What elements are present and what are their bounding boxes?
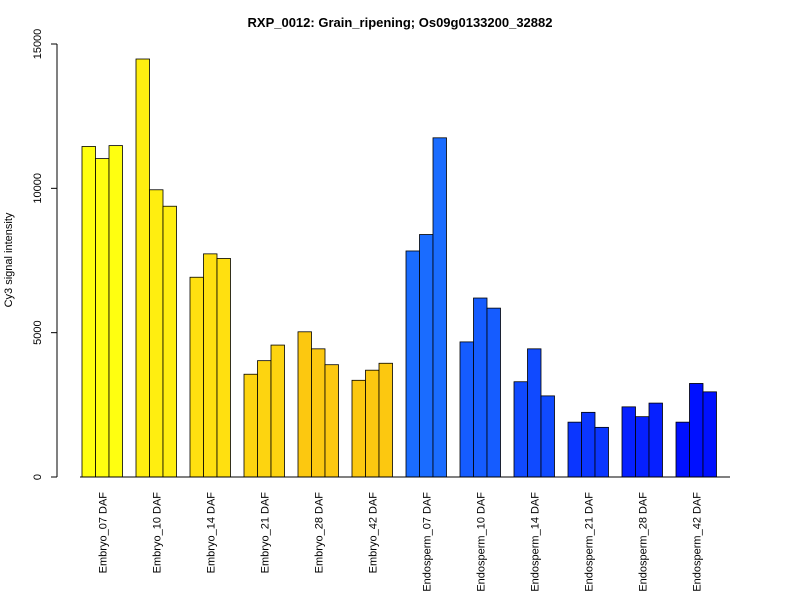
bar: [635, 416, 650, 478]
y-axis-label: Cy3 signal intensity: [3, 212, 15, 307]
x-tick-label: Endosperm_42 DAF: [691, 492, 703, 592]
bar: [311, 348, 326, 478]
y-tick-label: 15000: [32, 29, 44, 60]
bar: [567, 421, 582, 478]
bar: [581, 411, 596, 478]
bar: [405, 250, 420, 478]
bar: [621, 406, 636, 478]
bar: [81, 146, 96, 478]
x-tick-label: Embryo_21 DAF: [259, 492, 271, 574]
x-tick-label: Embryo_42 DAF: [367, 492, 379, 574]
bar: [135, 58, 150, 478]
x-tick-label: Embryo_14 DAF: [205, 492, 217, 574]
bars: [81, 58, 717, 478]
x-axis-labels: Embryo_07 DAF Embryo_10 DAF Embryo_14 DAF E…: [97, 492, 703, 592]
bar: [702, 391, 717, 478]
x-tick-label: Endosperm_10 DAF: [475, 492, 487, 592]
bar: [459, 341, 474, 478]
chart-title: RXP_0012: Grain_ripening; Os09g0133200_3…: [248, 15, 553, 30]
x-tick-label: Endosperm_14 DAF: [529, 492, 541, 592]
y-tick-label: 0: [32, 474, 44, 480]
x-tick-label: Endosperm_07 DAF: [421, 492, 433, 592]
bar: [648, 402, 663, 478]
y-axis: 0 5000 10000 15000: [32, 29, 58, 480]
bar: [149, 189, 164, 478]
bar: [365, 369, 380, 478]
bar: [270, 344, 285, 478]
bar: [351, 379, 366, 478]
bar: [203, 253, 218, 478]
x-tick-label: Endosperm_28 DAF: [637, 492, 649, 592]
bar: [540, 395, 555, 478]
bar: [189, 276, 204, 478]
x-tick-label: Embryo_28 DAF: [313, 492, 325, 574]
x-tick-label: Embryo_07 DAF: [97, 492, 109, 574]
bar: [324, 364, 339, 478]
x-tick-label: Endosperm_21 DAF: [583, 492, 595, 592]
y-tick-label: 10000: [32, 173, 44, 204]
bar: [689, 383, 704, 478]
bar: [243, 373, 258, 478]
bar: [297, 331, 312, 478]
bar: [95, 158, 110, 478]
bar: [432, 137, 447, 478]
bar: [675, 421, 690, 478]
bar: [216, 258, 231, 478]
bar: [378, 362, 393, 478]
x-tick-label: Embryo_10 DAF: [151, 492, 163, 574]
bar: [594, 426, 609, 478]
y-tick-label: 5000: [32, 320, 44, 344]
bar: [513, 381, 528, 478]
bar: [527, 348, 542, 478]
bar: [473, 297, 488, 478]
bar: [162, 205, 177, 478]
bar: [257, 360, 272, 478]
bar: [108, 145, 123, 478]
bar: [419, 234, 434, 478]
bar: [486, 307, 501, 478]
